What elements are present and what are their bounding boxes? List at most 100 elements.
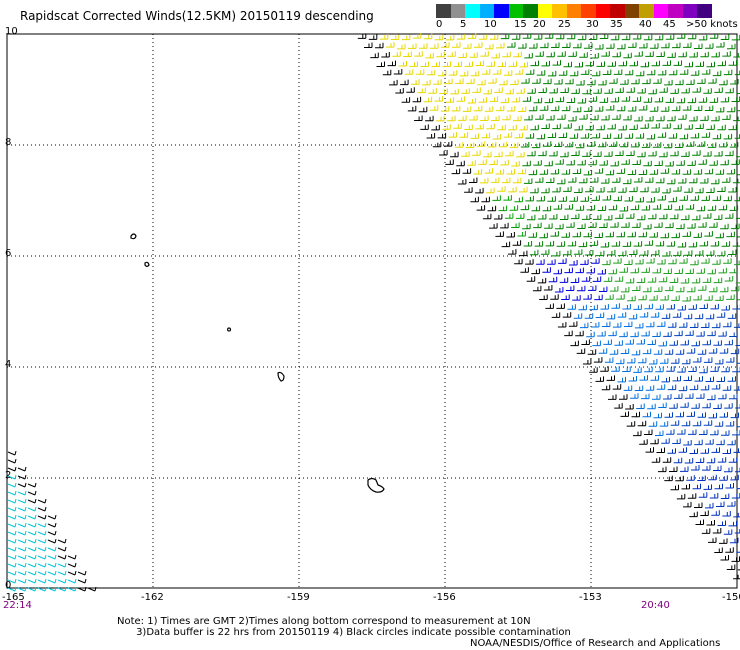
wind-barb xyxy=(694,43,703,49)
wind-barb xyxy=(730,79,739,85)
wind-barb xyxy=(667,448,676,454)
wind-barb xyxy=(533,160,542,166)
wind-barb xyxy=(565,78,574,85)
wind-barb xyxy=(7,450,17,456)
wind-barb xyxy=(489,96,499,102)
wind-barb xyxy=(694,313,704,320)
wind-barb xyxy=(512,240,522,246)
wind-barb xyxy=(731,159,740,165)
wind-barb xyxy=(721,241,731,247)
wind-barb xyxy=(638,105,648,111)
wind-barb xyxy=(506,232,515,238)
wind-barb xyxy=(429,105,439,111)
wind-barb xyxy=(504,213,514,219)
wind-barb xyxy=(669,213,679,220)
wind-barb xyxy=(684,458,694,464)
wind-barb xyxy=(671,169,681,175)
wind-barb xyxy=(569,196,578,202)
wind-barb xyxy=(513,115,522,122)
wind-barb xyxy=(670,150,679,157)
wind-barb xyxy=(17,538,27,544)
wind-barb xyxy=(711,510,720,516)
wind-barb xyxy=(632,34,642,40)
wind-barb xyxy=(692,420,702,427)
wind-barb xyxy=(581,339,590,345)
wind-barb xyxy=(658,402,667,408)
wind-barb xyxy=(731,493,740,499)
wind-barb xyxy=(670,484,679,491)
wind-barb xyxy=(686,79,695,85)
island-outlines xyxy=(130,233,385,493)
legend-label: 30 xyxy=(586,19,599,30)
wind-barb xyxy=(555,96,565,103)
wind-barb xyxy=(701,258,710,264)
wind-barb xyxy=(481,69,491,75)
wind-barb xyxy=(695,123,704,129)
wind-barb xyxy=(674,142,684,148)
wind-barb xyxy=(629,60,638,67)
wind-barb xyxy=(7,506,17,512)
wind-barb xyxy=(486,61,495,67)
legend-swatch xyxy=(566,4,581,18)
wind-barb xyxy=(499,79,508,86)
wind-barb xyxy=(636,339,645,345)
wind-barb xyxy=(575,330,584,337)
wind-barb xyxy=(600,366,609,372)
wind-barb xyxy=(656,447,665,453)
wind-barb xyxy=(609,78,618,84)
legend-swatch xyxy=(610,4,625,18)
wind-barb xyxy=(634,322,644,329)
wind-barb xyxy=(554,79,563,85)
wind-barb xyxy=(521,78,530,84)
wind-barb xyxy=(655,240,665,247)
wind-barb xyxy=(487,205,497,212)
wind-barb xyxy=(615,150,624,156)
wind-barb xyxy=(423,96,433,103)
wind-barb xyxy=(442,61,451,67)
wind-barb xyxy=(722,511,731,517)
wind-barb xyxy=(450,88,459,95)
wind-barb xyxy=(662,187,671,194)
wind-barb xyxy=(637,151,646,158)
wind-barb xyxy=(537,277,547,284)
wind-barb xyxy=(426,133,436,139)
wind-barb xyxy=(559,277,569,283)
wind-barb xyxy=(37,562,47,568)
wind-barb xyxy=(442,124,451,130)
wind-barb xyxy=(611,177,621,183)
wind-barb xyxy=(654,34,664,41)
wind-barb xyxy=(87,586,97,592)
wind-barb xyxy=(672,312,682,318)
wind-barb xyxy=(639,439,648,445)
wind-barb xyxy=(721,177,731,183)
wind-barb xyxy=(17,482,27,488)
wind-barb xyxy=(683,375,692,381)
wind-barb xyxy=(714,87,723,93)
notes-block: Note: 1) Times are GMT 2)Times along bot… xyxy=(117,616,571,638)
wind-barb xyxy=(575,205,585,211)
wind-barb xyxy=(489,223,498,229)
wind-barb xyxy=(725,421,735,427)
wind-barb xyxy=(552,123,561,130)
wind-barb xyxy=(718,393,727,400)
wind-barb xyxy=(720,555,729,561)
wind-barb xyxy=(494,87,503,93)
wind-barb xyxy=(552,60,561,66)
wind-barb xyxy=(422,79,431,86)
wind-barb xyxy=(680,214,690,221)
wind-barb xyxy=(675,475,684,482)
wind-barb xyxy=(634,51,643,57)
wind-barb xyxy=(545,177,555,183)
wind-barb xyxy=(695,61,704,67)
wind-barb xyxy=(522,160,531,167)
wind-barbs xyxy=(7,33,740,592)
wind-barb xyxy=(622,366,631,372)
wind-barb xyxy=(420,61,429,67)
wind-barb xyxy=(578,241,588,248)
wind-barb xyxy=(642,286,652,293)
wind-barb xyxy=(713,214,723,220)
wind-barb xyxy=(649,169,659,175)
wind-barb xyxy=(653,349,663,355)
wind-barb xyxy=(37,538,47,544)
wind-barb xyxy=(557,51,566,57)
